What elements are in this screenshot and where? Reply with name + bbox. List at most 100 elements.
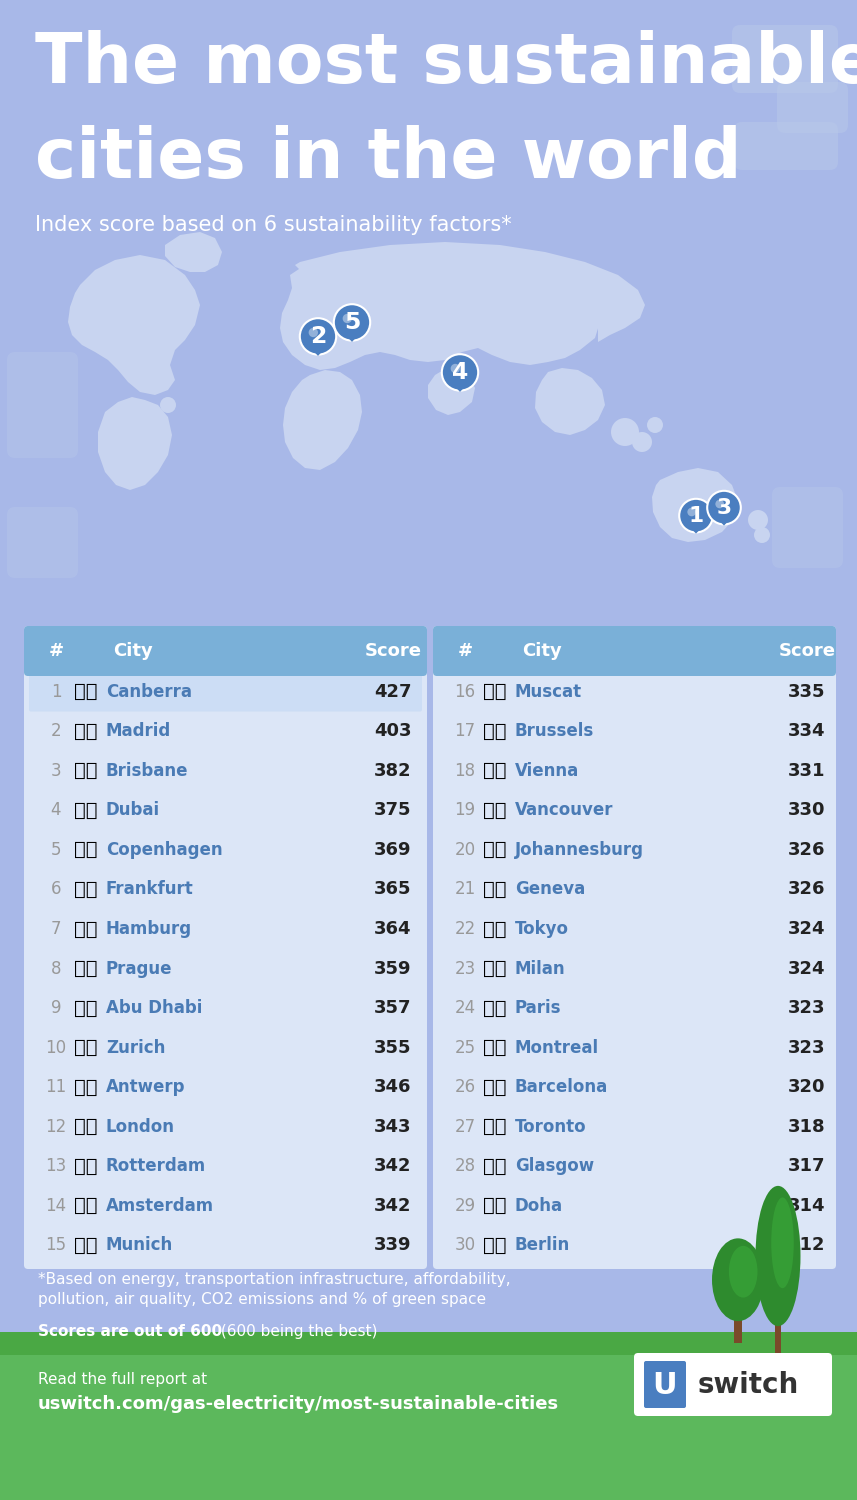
Bar [0, 1332, 857, 1500]
Text: 🇩🇪: 🇩🇪 [75, 880, 98, 898]
Text: 1: 1 [51, 682, 62, 700]
Text: switch: switch [698, 1371, 800, 1400]
Text: 🇦🇺: 🇦🇺 [75, 762, 98, 780]
Text: 24: 24 [454, 999, 476, 1017]
FancyBboxPatch shape [433, 626, 836, 1269]
Text: 369: 369 [375, 842, 411, 860]
Text: Score: Score [778, 642, 836, 660]
Text: 🇧🇪: 🇧🇪 [75, 1077, 98, 1096]
Text: 19: 19 [454, 801, 476, 819]
Text: 326: 326 [788, 842, 826, 860]
FancyBboxPatch shape [24, 626, 427, 1269]
Text: 10: 10 [45, 1038, 67, 1056]
Text: 331: 331 [788, 762, 826, 780]
Text: 28: 28 [454, 1156, 476, 1174]
Circle shape [451, 364, 460, 374]
Text: 5: 5 [344, 310, 360, 334]
Polygon shape [428, 370, 475, 416]
FancyBboxPatch shape [433, 626, 836, 676]
FancyBboxPatch shape [24, 626, 427, 676]
Polygon shape [68, 255, 200, 394]
Text: 23: 23 [454, 960, 476, 978]
Text: 🇳🇱: 🇳🇱 [75, 1156, 98, 1176]
Text: 26: 26 [454, 1078, 476, 1096]
Text: 🇴🇲: 🇴🇲 [483, 682, 506, 702]
Text: 30: 30 [454, 1236, 476, 1254]
Text: 346: 346 [375, 1078, 411, 1096]
Circle shape [333, 304, 370, 340]
Text: Hamburg: Hamburg [106, 920, 192, 938]
Text: The most sustainable: The most sustainable [35, 30, 857, 98]
Circle shape [343, 314, 352, 322]
Text: 🇩🇪: 🇩🇪 [483, 1236, 506, 1254]
Text: 318: 318 [788, 1118, 826, 1136]
Text: Geneva: Geneva [515, 880, 585, 898]
Text: 17: 17 [454, 723, 476, 741]
Text: Paris: Paris [515, 999, 561, 1017]
Circle shape [647, 417, 663, 434]
Text: 🇦🇺: 🇦🇺 [75, 682, 98, 702]
Text: 12: 12 [45, 1118, 67, 1136]
Text: Frankfurt: Frankfurt [106, 880, 194, 898]
Text: 🇨🇦: 🇨🇦 [483, 1038, 506, 1058]
Text: 2: 2 [51, 723, 62, 741]
Text: 8: 8 [51, 960, 61, 978]
FancyBboxPatch shape [7, 507, 78, 578]
Text: 27: 27 [454, 1118, 476, 1136]
Text: 1: 1 [688, 506, 704, 525]
FancyBboxPatch shape [7, 352, 78, 458]
Polygon shape [165, 232, 222, 272]
Text: 364: 364 [375, 920, 411, 938]
Text: Johannesburg: Johannesburg [515, 842, 644, 860]
Text: Canberra: Canberra [106, 682, 192, 700]
Circle shape [707, 490, 740, 525]
Polygon shape [689, 526, 703, 534]
Text: 🇮🇹: 🇮🇹 [483, 958, 506, 978]
Text: 🇬🇧: 🇬🇧 [75, 1118, 98, 1136]
Text: 4: 4 [452, 362, 468, 384]
FancyBboxPatch shape [634, 1353, 832, 1416]
Text: 18: 18 [454, 762, 476, 780]
Text: 403: 403 [375, 723, 411, 741]
Bar [0, 1332, 857, 1354]
Ellipse shape [712, 1239, 764, 1322]
Polygon shape [280, 258, 600, 370]
Text: 3: 3 [51, 762, 62, 780]
Text: 3: 3 [716, 498, 732, 517]
Text: 382: 382 [375, 762, 412, 780]
Text: 326: 326 [788, 880, 826, 898]
Text: 330: 330 [788, 801, 826, 819]
Text: 2: 2 [310, 326, 327, 348]
Text: 20: 20 [454, 842, 476, 860]
Text: Munich: Munich [106, 1236, 173, 1254]
Text: Vienna: Vienna [515, 762, 579, 780]
Text: 324: 324 [788, 960, 826, 978]
Text: 29: 29 [454, 1197, 476, 1215]
Text: 323: 323 [788, 999, 826, 1017]
Text: Tokyo: Tokyo [515, 920, 569, 938]
Text: 🇯🇵: 🇯🇵 [483, 920, 506, 939]
Text: cities in the world: cities in the world [35, 124, 741, 192]
Text: Madrid: Madrid [106, 723, 171, 741]
FancyBboxPatch shape [29, 672, 422, 711]
Text: 🇨🇦: 🇨🇦 [483, 801, 506, 820]
Text: 359: 359 [375, 960, 411, 978]
Circle shape [680, 500, 713, 532]
Text: 314: 314 [788, 1197, 826, 1215]
Text: Prague: Prague [106, 960, 172, 978]
Text: 427: 427 [375, 682, 411, 700]
Text: 21: 21 [454, 880, 476, 898]
Text: 323: 323 [788, 1038, 826, 1056]
Polygon shape [345, 334, 359, 342]
Circle shape [611, 419, 639, 446]
Text: 339: 339 [375, 1236, 411, 1254]
Text: 320: 320 [788, 1078, 826, 1096]
Text: 365: 365 [375, 880, 411, 898]
Text: 5: 5 [51, 842, 61, 860]
Text: Doha: Doha [515, 1197, 563, 1215]
Text: Dubai: Dubai [106, 801, 160, 819]
Text: 6: 6 [51, 880, 61, 898]
Text: 343: 343 [375, 1118, 411, 1136]
Circle shape [748, 510, 768, 530]
Text: 312: 312 [788, 1236, 826, 1254]
